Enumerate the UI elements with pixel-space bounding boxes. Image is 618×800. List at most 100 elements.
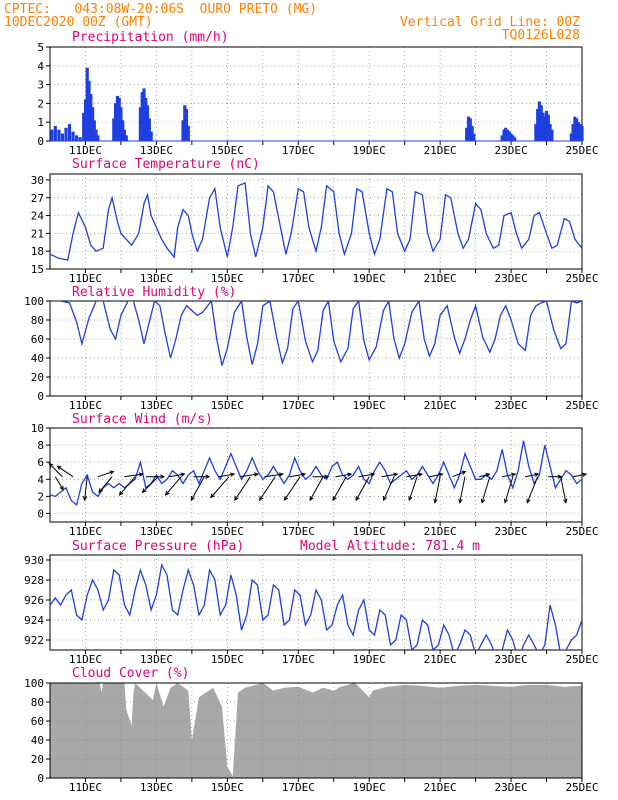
series-line — [50, 563, 582, 650]
x-tick-label: 13DEC — [140, 399, 173, 412]
x-tick-label: 19DEC — [353, 144, 386, 157]
x-tick-label: 25DEC — [565, 272, 598, 285]
wind-panel: 0 2 4 6 8 10 11DEC 13DEC 15DEC 17DEC 19DEC 21DEC 23D… — [31, 412, 599, 538]
wind-vector-arrow — [408, 476, 418, 502]
wind-vector-arrow — [56, 465, 74, 478]
x-tick-label: 13DEC — [140, 144, 173, 157]
wind-vector-arrow — [452, 470, 467, 478]
y-tick-label: 21 — [31, 227, 44, 240]
precip-bar — [53, 126, 57, 141]
header-model: TQ0126L028 — [502, 28, 580, 43]
precip-bar — [541, 112, 545, 141]
x-tick-label: 15DEC — [211, 781, 244, 794]
panel-title: Cloud Cover (%) — [72, 666, 189, 681]
precip-bar — [122, 129, 127, 141]
x-tick-label: 25DEC — [565, 144, 598, 157]
precip-bar — [145, 105, 150, 141]
y-tick-label: 8 — [37, 439, 44, 452]
precip-bar — [121, 120, 125, 141]
x-tick-label: 21DEC — [424, 144, 457, 157]
panel-frame — [49, 682, 583, 779]
y-tick-label: 924 — [24, 614, 44, 627]
wind-vector-arrow — [429, 472, 444, 478]
y-tick-label: 6 — [37, 456, 44, 469]
y-tick-label: 0 — [37, 507, 44, 520]
wind-vector-arrow — [168, 472, 186, 478]
precip-bar — [537, 101, 541, 141]
x-tick-label: 15DEC — [211, 399, 244, 412]
wind-vector-arrow — [54, 476, 64, 491]
x-tick-label: 21DEC — [424, 272, 457, 285]
y-tick-label: 30 — [31, 174, 44, 187]
x-tick-label: 15DEC — [211, 653, 244, 666]
x-tick-label: 15DEC — [211, 272, 244, 285]
precip-bar — [183, 105, 187, 141]
wind-vector-arrow — [502, 472, 517, 478]
x-tick-label: 21DEC — [424, 653, 457, 666]
precip-bar — [465, 127, 469, 141]
y-tick-label: 100 — [24, 677, 44, 690]
y-tick-label: 80 — [31, 314, 44, 327]
precip-bar — [83, 99, 88, 141]
y-tick-label: 18 — [31, 245, 44, 258]
precip-bar — [57, 129, 61, 141]
y-tick-label: 4 — [37, 60, 44, 73]
precip-bar — [504, 127, 508, 141]
x-tick-label: 23DEC — [495, 781, 528, 794]
wind-vector-arrow — [283, 476, 301, 502]
precip-bar — [89, 94, 93, 141]
panel-frame — [49, 554, 583, 651]
wind-vector-arrow — [234, 476, 251, 502]
model-altitude-label: Model Altitude: 781.4 m — [300, 539, 480, 554]
precip-bar — [147, 118, 151, 141]
precip-bar — [511, 135, 515, 141]
y-tick-label: 40 — [31, 734, 44, 747]
x-tick-label: 19DEC — [353, 653, 386, 666]
precip-bar — [92, 120, 96, 141]
wind-vector-arrow — [458, 476, 466, 504]
precip-bar — [50, 129, 54, 141]
wind-vector-arrow — [239, 472, 260, 478]
y-tick-label: 4 — [37, 473, 44, 486]
precip-bar — [117, 97, 121, 141]
x-tick-label: 25DEC — [565, 653, 598, 666]
y-tick-label: 926 — [24, 594, 44, 607]
precip-bar — [546, 114, 550, 141]
precip-bar — [67, 124, 72, 141]
header-station: CPTEC: 043:08W-20:06S OURO PRETO (MG) — [4, 2, 317, 17]
wind-vector-arrow — [335, 472, 353, 478]
x-tick-label: 17DEC — [282, 781, 315, 794]
precip-bar — [468, 118, 472, 141]
wind-vector-arrow — [124, 472, 144, 478]
y-tick-label: 922 — [24, 634, 44, 647]
precip-bar — [544, 110, 549, 141]
x-tick-label: 11DEC — [69, 653, 102, 666]
precip-bar — [60, 133, 64, 141]
wind-vector-arrow — [355, 476, 370, 502]
wind-vector-arrow — [526, 476, 539, 504]
precip-bar — [550, 129, 554, 141]
precip-bar — [539, 105, 543, 141]
wind-vector-arrow — [141, 476, 159, 494]
wind-vector-arrow — [309, 476, 324, 502]
wind-vector-arrow — [383, 476, 395, 502]
panel-title: Precipitation (mm/h) — [72, 30, 229, 45]
y-tick-label: 2 — [37, 490, 44, 503]
x-tick-label: 17DEC — [282, 399, 315, 412]
y-tick-label: 0 — [37, 135, 44, 148]
precip-bar — [575, 118, 579, 141]
y-tick-label: 27 — [31, 192, 44, 205]
x-tick-label: 23DEC — [495, 525, 528, 538]
y-tick-label: 10 — [31, 422, 44, 435]
panel-frame — [49, 427, 583, 523]
y-tick-label: 15 — [31, 263, 44, 276]
y-tick-label: 2 — [37, 97, 44, 110]
x-tick-label: 11DEC — [69, 272, 102, 285]
precip-bar — [91, 107, 95, 141]
precipitation-panel: 0 1 2 3 4 5 11DEC 13DEC 15DEC 17DEC 19DEC 21DEC 23DE… — [37, 30, 598, 157]
precip-bar — [124, 135, 128, 141]
panel-frame — [49, 46, 583, 142]
precip-bar — [534, 124, 538, 141]
wind-vector-arrow — [48, 462, 63, 478]
